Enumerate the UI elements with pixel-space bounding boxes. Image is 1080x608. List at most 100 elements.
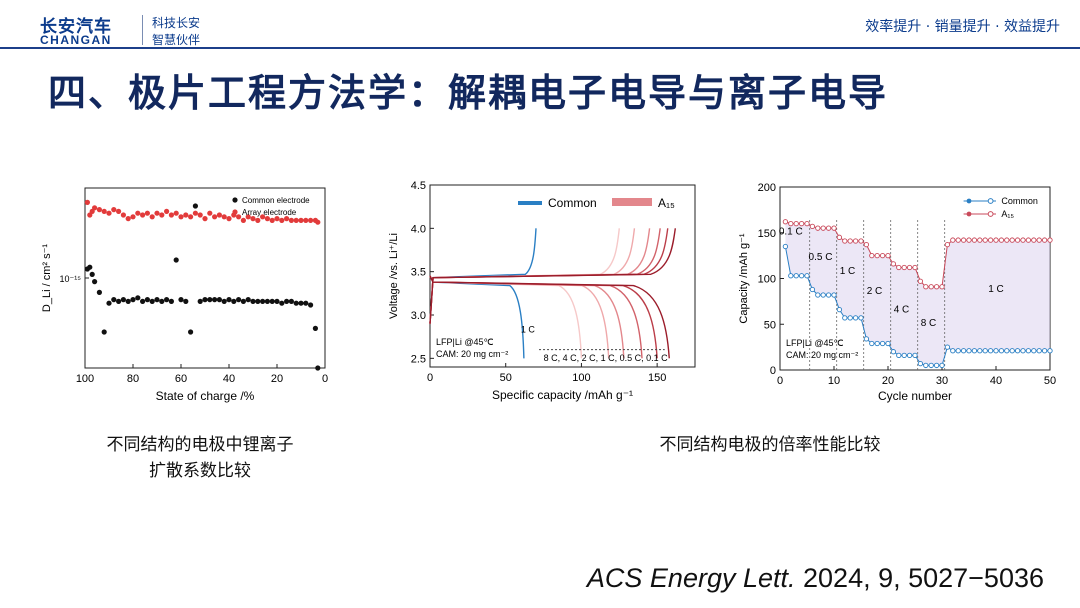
data-point (831, 225, 837, 231)
data-point (183, 298, 189, 304)
legend-marker (987, 211, 994, 217)
rate-label: 4 C (894, 304, 910, 315)
data-point (144, 210, 150, 216)
data-point (804, 273, 810, 279)
data-point (250, 216, 256, 222)
data-point (245, 214, 251, 220)
x-axis-label: State of charge /% (156, 389, 255, 403)
data-point (245, 297, 251, 303)
data-point (1036, 348, 1042, 354)
rate-label: 1 C (840, 266, 856, 277)
data-point (912, 352, 918, 359)
charge-curve (429, 228, 537, 324)
data-point (274, 298, 280, 304)
data-point (966, 237, 972, 243)
data-point (92, 205, 98, 211)
data-point (869, 252, 875, 259)
data-point (944, 344, 951, 350)
data-point (852, 238, 859, 244)
legend-label: Common electrode (242, 196, 310, 205)
y-tick-label: 10⁻¹⁵ (60, 274, 82, 284)
data-point (1025, 348, 1032, 354)
data-point (788, 273, 794, 279)
header-divider-line (0, 47, 1080, 49)
x-tick-label: 20 (882, 375, 894, 387)
data-point (144, 297, 150, 303)
data-point (825, 292, 832, 298)
annotation-loading: CAM: 20 mg cm⁻² (436, 349, 508, 359)
rate-performance-chart: 0 10 20 30 40 50 0 50 100 150 200 Cycle number Capac… (738, 182, 1056, 403)
data-point (1020, 348, 1026, 354)
data-point (820, 292, 826, 298)
data-point (885, 340, 891, 347)
data-point (928, 284, 934, 290)
data-point (130, 297, 136, 303)
data-point (1031, 348, 1037, 354)
data-point (264, 216, 270, 222)
logo-english: CHANGAN (40, 33, 112, 47)
data-point (154, 297, 160, 303)
data-point (315, 365, 321, 371)
y-tick-label: 2.5 (411, 353, 426, 365)
data-point (164, 208, 170, 214)
data-point (298, 217, 304, 223)
data-point (950, 348, 956, 354)
data-point (269, 217, 275, 223)
data-point (820, 225, 826, 231)
slide-header: 长安汽车 CHANGAN 科技长安 智慧伙伴 效率提升 · 销量提升 · 效益提… (0, 0, 1080, 49)
data-point (236, 214, 242, 220)
data-point (197, 212, 203, 218)
y-axis-label: D_Li / cm² s⁻¹ (41, 244, 53, 312)
data-point (164, 297, 170, 303)
legend-label-a15: A₁₅ (658, 196, 675, 210)
data-point (1014, 237, 1021, 243)
data-point (178, 214, 184, 220)
data-point (901, 352, 907, 359)
data-point (159, 298, 165, 304)
slogan: 效率提升 · 销量提升 · 效益提升 (865, 19, 1060, 35)
data-point (917, 278, 924, 284)
data-point (923, 284, 929, 290)
data-point (782, 243, 789, 250)
logo-divider (142, 15, 143, 45)
data-point (173, 210, 179, 216)
data-point (971, 237, 978, 243)
data-point (923, 362, 929, 369)
x-tick-label: 0 (322, 373, 328, 385)
data-point (798, 273, 805, 279)
data-point (221, 298, 227, 304)
x-tick-label: 100 (572, 372, 590, 384)
data-point (982, 237, 988, 243)
data-point (288, 298, 294, 304)
data-point (192, 210, 198, 216)
y-tick-label: 100 (758, 274, 776, 286)
data-point (1041, 237, 1048, 243)
data-point (901, 264, 907, 271)
caption-left: 不同结构的电极中锂离子 扩散系数比较 (40, 432, 360, 484)
x-tick-label: 0 (777, 375, 783, 387)
data-point (226, 297, 232, 303)
data-point (906, 264, 913, 271)
caption-left-line2: 扩散系数比较 (149, 461, 251, 481)
data-point (106, 300, 112, 306)
data-point (298, 300, 304, 306)
data-point (993, 237, 999, 243)
x-axis-label: Cycle number (878, 389, 952, 403)
tagline-2: 智慧伙伴 (152, 33, 201, 47)
diffusion-coefficient-chart: 100 80 60 40 20 0 10⁻¹⁵ State of charge /% D_Li … (41, 187, 328, 403)
y-tick-label: 4.5 (411, 180, 426, 192)
data-point (815, 225, 821, 231)
data-point (140, 212, 146, 218)
data-point (917, 360, 924, 367)
data-point (955, 348, 961, 354)
x-tick-label: 0 (427, 372, 433, 384)
x-tick-label: 60 (175, 373, 187, 385)
data-point (111, 297, 117, 303)
data-point (906, 352, 913, 359)
x-tick-label: 80 (127, 373, 139, 385)
data-point (159, 212, 165, 218)
data-point (950, 237, 956, 243)
slide-title: 四、极片工程方法学：解耦电子电导与离子电导 (48, 71, 889, 115)
data-point (120, 297, 126, 303)
legend-label: Array electrode (242, 208, 297, 217)
